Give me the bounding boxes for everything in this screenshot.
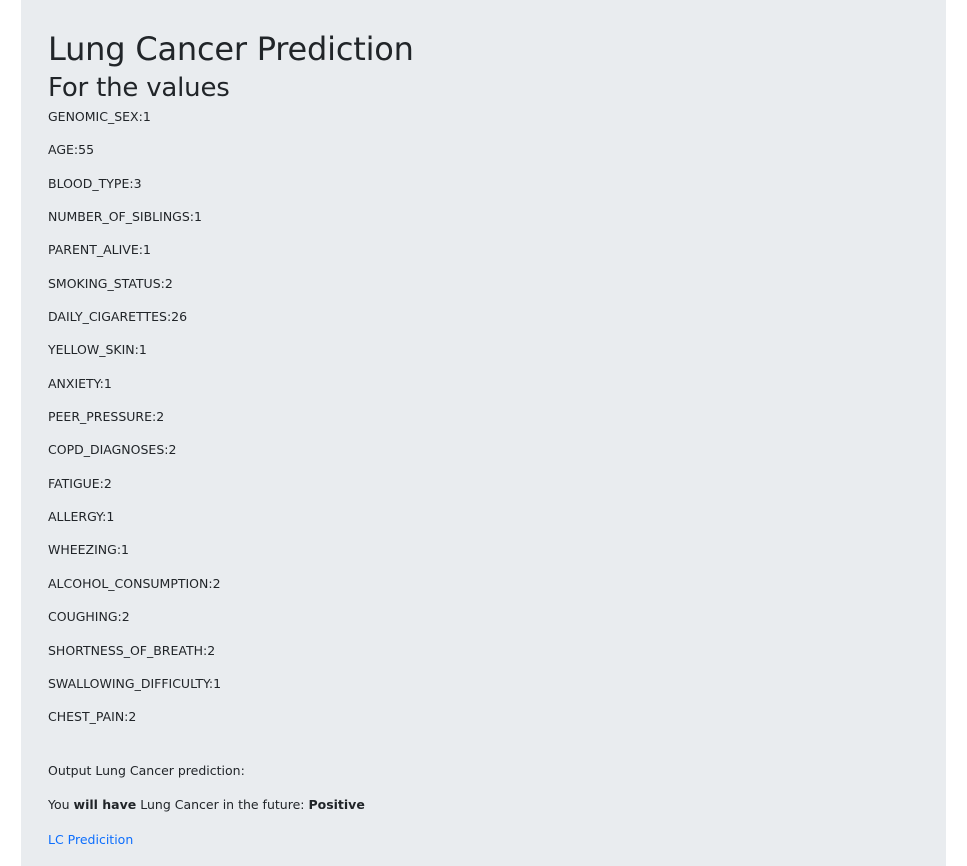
value-smoking-status: SMOKING_STATUS:2 (48, 275, 173, 291)
value-blood-type: BLOOD_TYPE:3 (48, 175, 142, 191)
output-label: Output Lung Cancer prediction: (48, 763, 245, 779)
value-allergy: ALLERGY:1 (48, 509, 115, 525)
result-prefix: You (48, 796, 74, 812)
value-anxiety: ANXIETY:1 (48, 375, 112, 391)
value-fatigue: FATIGUE:2 (48, 475, 112, 491)
value-alcohol-consumption: ALCOHOL_CONSUMPTION:2 (48, 575, 221, 591)
value-shortness-of-breath: SHORTNESS_OF_BREATH:2 (48, 642, 216, 658)
value-yellow-skin: YELLOW_SKIN:1 (48, 342, 147, 358)
value-swallowing-difficulty: SWALLOWING_DIFFICULTY:1 (48, 675, 222, 691)
value-copd-diagnoses: COPD_DIAGNOSES:2 (48, 442, 177, 458)
value-daily-cigarettes: DAILY_CIGARETTES:26 (48, 309, 188, 325)
result-value: Positive (308, 796, 365, 812)
result-emphasis: will have (73, 796, 137, 812)
value-peer-pressure: PEER_PRESSURE:2 (48, 409, 165, 425)
value-wheezing: WHEEZING:1 (48, 542, 130, 558)
result-panel: Lung Cancer Prediction For the values GE… (21, 0, 946, 866)
section-subtitle: For the values (48, 73, 230, 103)
value-coughing: COUGHING:2 (48, 609, 130, 625)
value-genomic-sex: GENOMIC_SEX:1 (48, 109, 151, 124)
value-number-of-siblings: NUMBER_OF_SIBLINGS:1 (48, 209, 202, 225)
value-parent-alive: PARENT_ALIVE:1 (48, 242, 151, 258)
prediction-output: Output Lung Cancer prediction: You will … (48, 762, 919, 849)
lc-prediction-link[interactable]: LC Predicition (48, 832, 134, 848)
page-title: Lung Cancer Prediction (48, 30, 414, 68)
result-middle: Lung Cancer in the future: (136, 796, 309, 812)
prediction-result: You will have Lung Cancer in the future:… (48, 796, 919, 814)
value-age: AGE:55 (48, 142, 95, 158)
input-values-list: GENOMIC_SEX:1 AGE:55 BLOOD_TYPE:3 NUMBER… (48, 108, 919, 726)
value-chest-pain: CHEST_PAIN:2 (48, 709, 137, 725)
